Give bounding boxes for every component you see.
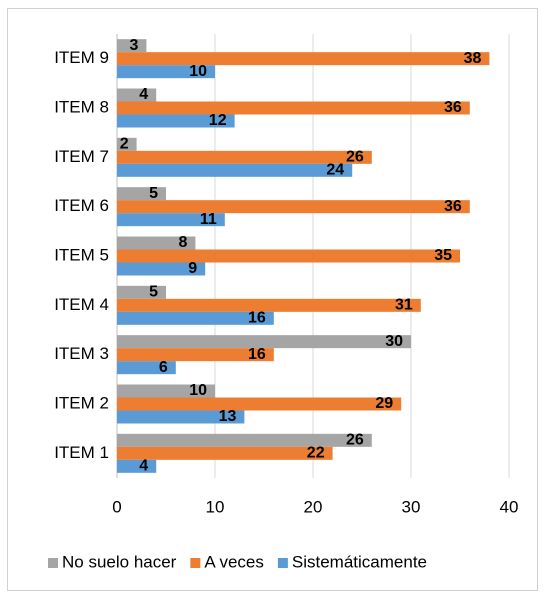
data-label: 36 — [444, 99, 462, 116]
y-tick-label: ITEM 4 — [54, 295, 109, 314]
legend-label: A veces — [204, 552, 264, 571]
data-label: 36 — [444, 198, 462, 215]
bar — [117, 384, 215, 398]
bar — [117, 348, 274, 362]
bar — [117, 361, 176, 375]
bar — [117, 410, 245, 424]
bar — [117, 298, 421, 312]
data-label: 22 — [307, 445, 325, 462]
data-label: 12 — [209, 112, 227, 129]
bar — [117, 433, 372, 447]
bar — [117, 137, 137, 151]
bar — [117, 150, 372, 164]
data-label: 13 — [219, 408, 237, 425]
data-label: 16 — [248, 346, 266, 363]
data-label: 5 — [149, 284, 158, 301]
bar — [117, 213, 225, 227]
y-tick-label: ITEM 8 — [54, 97, 109, 116]
bar — [117, 101, 470, 115]
data-label: 30 — [385, 333, 403, 350]
bar — [117, 459, 157, 473]
data-label: 2 — [120, 136, 129, 153]
y-tick-label: ITEM 5 — [54, 245, 109, 264]
data-label: 4 — [139, 86, 148, 103]
data-label: 8 — [178, 234, 187, 251]
bar — [117, 262, 206, 276]
data-label: 26 — [346, 432, 364, 449]
data-label: 31 — [395, 297, 413, 314]
data-label: 9 — [188, 260, 197, 277]
x-tick-label: 30 — [402, 497, 421, 516]
legend-label: No suelo hacer — [62, 552, 177, 571]
bar — [117, 285, 166, 299]
x-tick-label: 20 — [304, 497, 323, 516]
x-tick-label: 0 — [112, 497, 121, 516]
bar — [117, 446, 333, 460]
data-label: 29 — [375, 395, 393, 412]
y-tick-label: ITEM 1 — [54, 443, 109, 462]
data-label: 6 — [159, 359, 168, 376]
bar — [117, 187, 166, 201]
legend-swatch — [277, 558, 288, 568]
y-tick-label: ITEM 9 — [54, 48, 109, 67]
y-tick-label: ITEM 2 — [54, 393, 109, 412]
bar — [117, 311, 274, 325]
bar — [117, 88, 157, 102]
bar — [117, 200, 470, 214]
legend-swatch — [190, 558, 201, 568]
bar — [117, 114, 235, 128]
y-tick-label: ITEM 3 — [54, 344, 109, 363]
data-label: 35 — [434, 247, 452, 264]
data-label: 11 — [200, 211, 217, 228]
x-tick-label: 40 — [500, 497, 519, 516]
bar — [117, 236, 196, 250]
legend-label: Sistemáticamente — [292, 552, 427, 571]
data-label: 3 — [129, 37, 138, 54]
data-label: 4 — [139, 458, 148, 475]
legend-swatch — [48, 558, 58, 568]
data-label: 38 — [464, 50, 482, 67]
bar — [117, 163, 353, 177]
bar — [117, 39, 147, 53]
data-label: 16 — [248, 310, 266, 327]
bar — [117, 335, 411, 349]
y-tick-label: ITEM 7 — [54, 147, 109, 166]
x-tick-label: 10 — [206, 497, 225, 516]
data-label: 5 — [149, 185, 158, 202]
bar — [117, 397, 402, 411]
data-label: 26 — [346, 149, 364, 166]
bar — [117, 52, 490, 66]
bar — [117, 249, 460, 263]
y-tick-label: ITEM 6 — [54, 196, 109, 215]
data-label: 10 — [189, 63, 207, 80]
bar — [117, 65, 215, 79]
data-label: 10 — [189, 382, 207, 399]
data-label: 24 — [326, 162, 344, 179]
